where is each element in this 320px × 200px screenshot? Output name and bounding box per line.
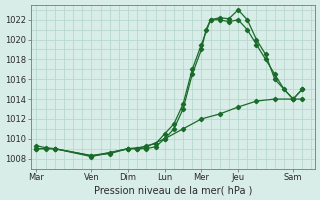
X-axis label: Pression niveau de la mer( hPa ): Pression niveau de la mer( hPa ): [94, 185, 252, 195]
